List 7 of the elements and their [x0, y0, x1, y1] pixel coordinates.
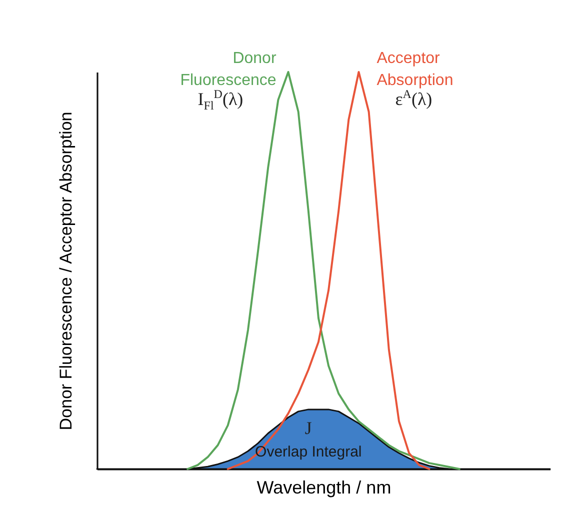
annotation: I$_{Fl}$$^{D}$(λ) — [198, 87, 244, 113]
annotation: J — [304, 418, 312, 438]
y-axis-title: Donor Fluorescence / Acceptor Absorption — [56, 112, 76, 430]
series-label: Acceptor Absorption — [376, 50, 454, 89]
series-label: Donor Fluorescence — [180, 50, 277, 89]
x-axis-title: Wavelength / nm — [256, 478, 392, 498]
annotation: ε$^{A}$(λ) — [395, 87, 432, 109]
